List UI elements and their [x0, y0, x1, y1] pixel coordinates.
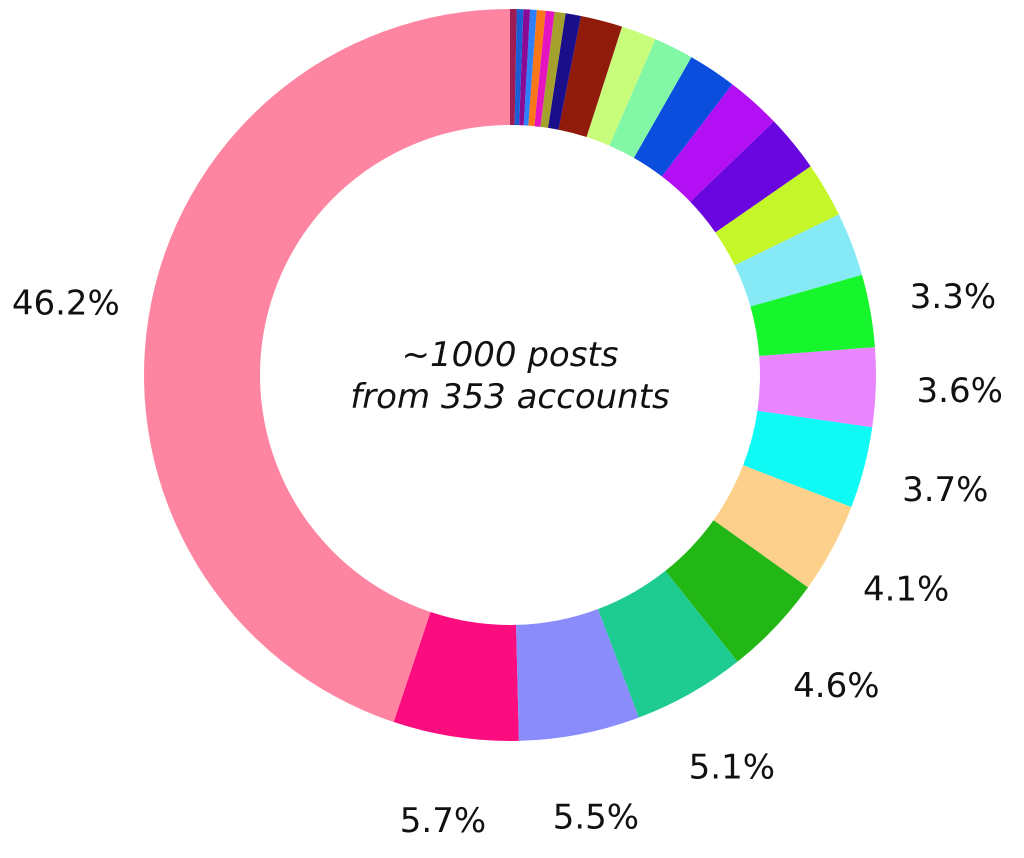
donut-slice-17	[558, 15, 623, 138]
donut-slice-24	[514, 9, 524, 126]
slice-label-3: 5.5%	[553, 798, 639, 838]
donut-slices	[144, 9, 876, 741]
slice-label-1: 46.2%	[12, 284, 120, 324]
center-label-line-2: from 353 accounts	[350, 377, 670, 417]
donut-slice-25	[510, 9, 517, 126]
donut-slice-20	[534, 10, 555, 127]
donut-slice-12	[690, 121, 811, 233]
donut-slice-21	[528, 9, 546, 127]
donut-slice-1	[144, 9, 510, 723]
donut-slice-13	[661, 84, 774, 202]
slice-label-2: 5.7%	[400, 801, 486, 841]
donut-slice-15	[609, 39, 692, 158]
donut-slice-23	[519, 9, 531, 126]
slice-label-7: 3.7%	[902, 470, 988, 510]
donut-slice-5	[665, 520, 809, 662]
donut-slice-7	[743, 410, 873, 508]
slice-label-8: 3.6%	[917, 371, 1003, 411]
donut-slice-19	[540, 11, 566, 128]
center-label-line-1: ~1000 posts	[402, 335, 619, 375]
donut-slice-22	[523, 9, 537, 126]
donut-slice-8	[757, 347, 876, 428]
donut-slice-2	[393, 612, 519, 741]
donut-slice-11	[715, 166, 839, 266]
donut-slice-4	[598, 570, 738, 718]
slice-label-5: 4.6%	[793, 666, 879, 706]
donut-slice-6	[713, 465, 852, 588]
donut-slice-16	[586, 26, 656, 146]
slice-labels: 46.2% 5.7% 5.5% 5.1% 4.6% 4.1% 3.7% 3.6% 3.3%	[12, 277, 1003, 841]
donut-slice-10	[734, 214, 862, 307]
slice-label-4: 5.1%	[689, 748, 775, 788]
center-label: ~1000 posts from 353 accounts	[350, 335, 670, 417]
donut-slice-9	[750, 274, 875, 356]
slice-label-6: 4.1%	[863, 569, 949, 609]
slice-label-9: 3.3%	[910, 277, 996, 317]
donut-slice-3	[516, 608, 639, 741]
donut-slice-18	[547, 13, 581, 130]
donut-slice-14	[633, 57, 733, 177]
